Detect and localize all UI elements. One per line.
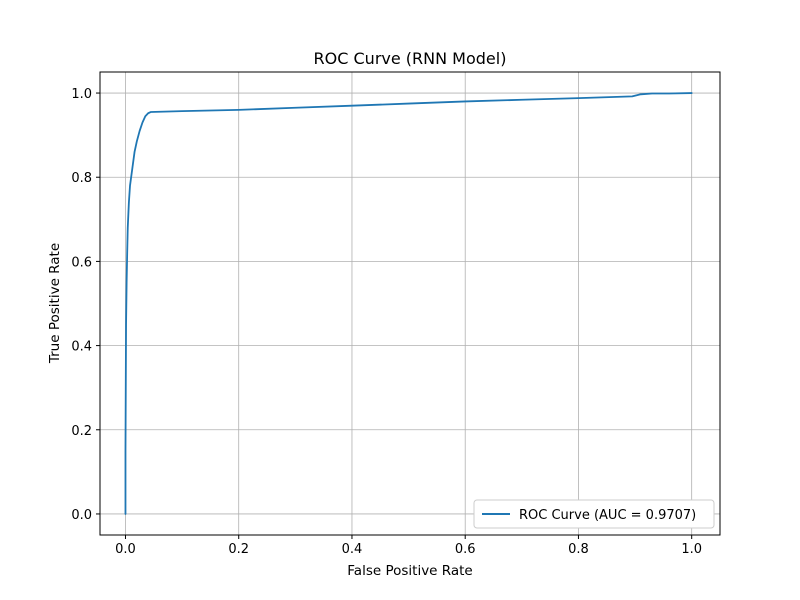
y-tick-label: 0.2 <box>71 424 92 439</box>
legend-label: ROC Curve (AUC = 0.9707) <box>519 508 696 523</box>
x-tick-label: 0.2 <box>228 542 249 557</box>
x-tick-label: 0.4 <box>342 542 363 557</box>
x-tick-label: 0.8 <box>568 542 589 557</box>
legend-box <box>473 499 715 529</box>
x-tick-label: 0.6 <box>455 542 476 557</box>
y-tick-label: 0.6 <box>71 255 92 270</box>
y-axis-title: True Positive Rate <box>47 243 63 364</box>
grid-lines <box>100 72 720 535</box>
legend: ROC Curve (AUC = 0.9707) <box>473 499 715 529</box>
x-tick-label: 0.0 <box>115 542 136 557</box>
y-tick-label: 0.8 <box>71 171 92 186</box>
plot-series <box>124 92 693 515</box>
y-tick-label: 0.0 <box>71 508 92 523</box>
x-tick-label: 1.0 <box>681 542 702 557</box>
axis-ticks: 0.0 0.2 0.4 0.6 0.8 1.0 0.0 0.2 0.4 0.6 0.8 1.0 <box>71 87 702 557</box>
x-axis-title: False Positive Rate <box>347 563 472 579</box>
chart-title: ROC Curve (RNN Model) <box>314 49 507 68</box>
plot-area-frame <box>99 71 721 536</box>
roc-curve-line <box>124 92 693 515</box>
y-tick-label: 0.4 <box>71 340 92 355</box>
y-tick-label: 1.0 <box>71 87 92 102</box>
